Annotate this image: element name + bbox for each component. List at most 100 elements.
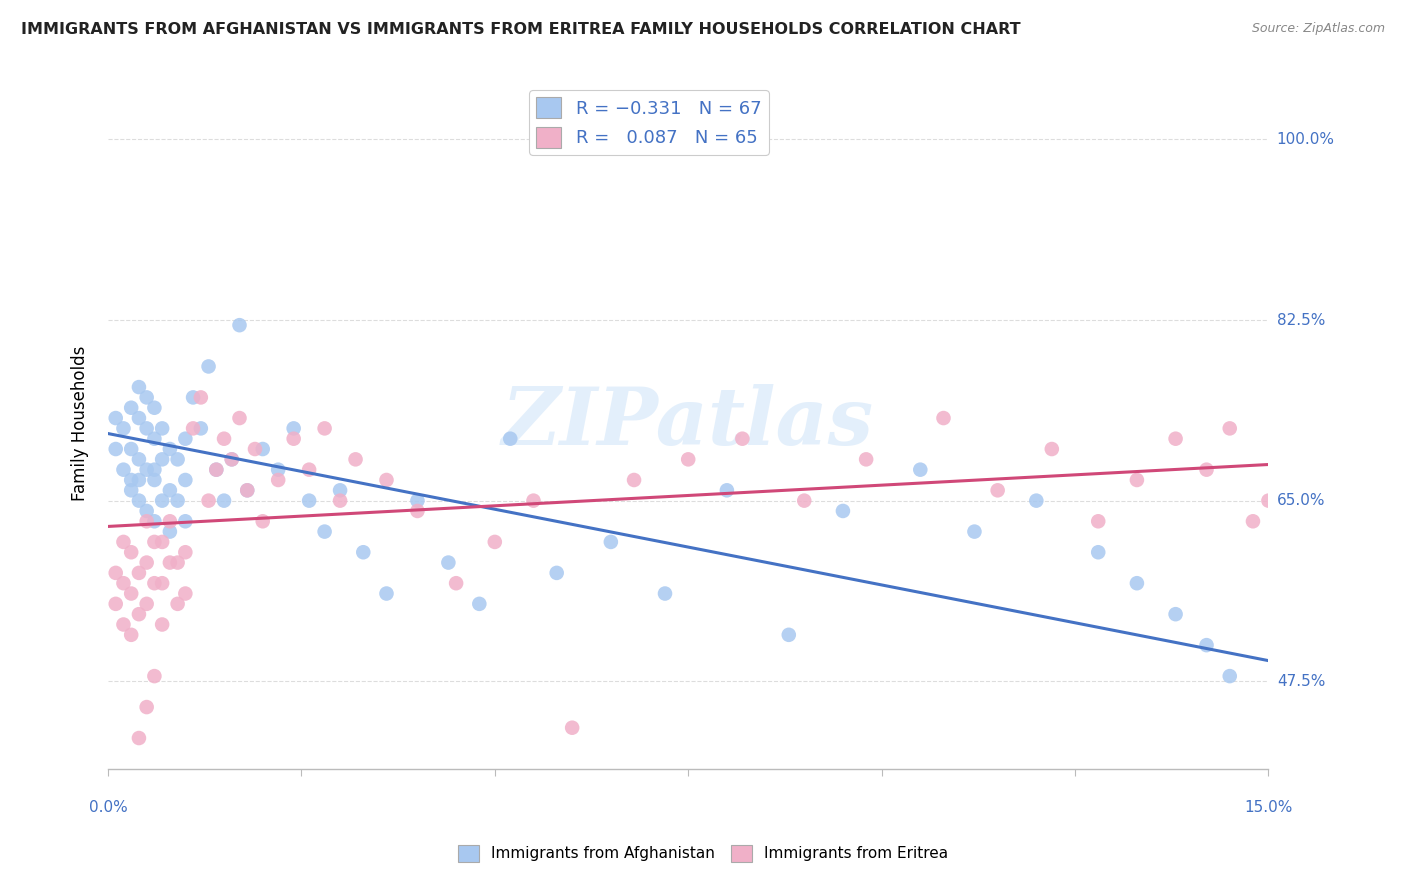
Point <box>546 566 568 580</box>
Point <box>128 473 150 487</box>
Point <box>120 401 142 415</box>
Point <box>135 700 157 714</box>
Point <box>166 452 188 467</box>
Point <box>987 483 1010 498</box>
Point <box>499 432 522 446</box>
Point <box>128 452 150 467</box>
Text: ZIPatlas: ZIPatlas <box>502 384 875 462</box>
Point <box>731 432 754 446</box>
Point <box>283 421 305 435</box>
Point <box>166 493 188 508</box>
Point <box>197 359 219 374</box>
Point <box>778 628 800 642</box>
Point <box>1241 514 1264 528</box>
Point <box>314 524 336 539</box>
Point <box>676 452 699 467</box>
Point <box>150 617 173 632</box>
Point <box>120 442 142 456</box>
Point <box>329 483 352 498</box>
Point <box>932 411 955 425</box>
Point <box>437 556 460 570</box>
Point <box>128 607 150 622</box>
Point <box>120 473 142 487</box>
Point <box>468 597 491 611</box>
Point <box>352 545 374 559</box>
Point <box>228 411 250 425</box>
Point <box>298 463 321 477</box>
Point <box>623 473 645 487</box>
Point <box>654 586 676 600</box>
Point <box>243 442 266 456</box>
Point <box>855 452 877 467</box>
Point <box>120 483 142 498</box>
Point <box>104 566 127 580</box>
Point <box>150 421 173 435</box>
Legend: R = −0.331   N = 67, R =   0.087   N = 65: R = −0.331 N = 67, R = 0.087 N = 65 <box>529 90 769 155</box>
Point <box>205 463 228 477</box>
Point <box>143 576 166 591</box>
Point <box>143 514 166 528</box>
Point <box>128 731 150 745</box>
Point <box>716 483 738 498</box>
Text: 65.0%: 65.0% <box>1277 493 1326 508</box>
Point <box>406 504 429 518</box>
Point <box>159 556 181 570</box>
Point <box>159 524 181 539</box>
Point <box>174 545 197 559</box>
Text: 82.5%: 82.5% <box>1277 312 1324 327</box>
Point <box>181 421 204 435</box>
Text: 47.5%: 47.5% <box>1277 673 1324 689</box>
Point <box>561 721 583 735</box>
Point <box>267 473 290 487</box>
Point <box>135 597 157 611</box>
Point <box>221 452 243 467</box>
Point <box>197 493 219 508</box>
Point <box>1195 463 1218 477</box>
Point <box>1219 669 1241 683</box>
Point <box>1087 545 1109 559</box>
Point <box>159 483 181 498</box>
Point <box>1164 607 1187 622</box>
Point <box>283 432 305 446</box>
Point <box>522 493 544 508</box>
Point <box>298 493 321 508</box>
Point <box>104 411 127 425</box>
Point <box>267 463 290 477</box>
Point <box>104 442 127 456</box>
Point <box>190 391 212 405</box>
Point <box>112 463 135 477</box>
Point <box>1040 442 1063 456</box>
Point <box>212 432 235 446</box>
Point <box>128 380 150 394</box>
Point <box>205 463 228 477</box>
Point <box>143 401 166 415</box>
Text: 15.0%: 15.0% <box>1244 799 1292 814</box>
Point <box>236 483 259 498</box>
Point <box>150 576 173 591</box>
Point <box>236 483 259 498</box>
Point <box>832 504 855 518</box>
Point <box>143 463 166 477</box>
Text: 0.0%: 0.0% <box>89 799 128 814</box>
Point <box>166 597 188 611</box>
Point <box>135 514 157 528</box>
Point <box>1164 432 1187 446</box>
Point <box>375 473 398 487</box>
Point <box>252 514 274 528</box>
Y-axis label: Family Households: Family Households <box>72 345 89 501</box>
Point <box>406 493 429 508</box>
Point <box>128 411 150 425</box>
Point <box>159 514 181 528</box>
Point <box>150 452 173 467</box>
Point <box>112 617 135 632</box>
Point <box>329 493 352 508</box>
Point <box>143 432 166 446</box>
Point <box>484 535 506 549</box>
Text: Source: ZipAtlas.com: Source: ZipAtlas.com <box>1251 22 1385 36</box>
Point <box>120 545 142 559</box>
Point <box>190 421 212 435</box>
Point <box>150 493 173 508</box>
Point <box>1257 493 1279 508</box>
Point <box>252 442 274 456</box>
Legend: Immigrants from Afghanistan, Immigrants from Eritrea: Immigrants from Afghanistan, Immigrants … <box>451 838 955 868</box>
